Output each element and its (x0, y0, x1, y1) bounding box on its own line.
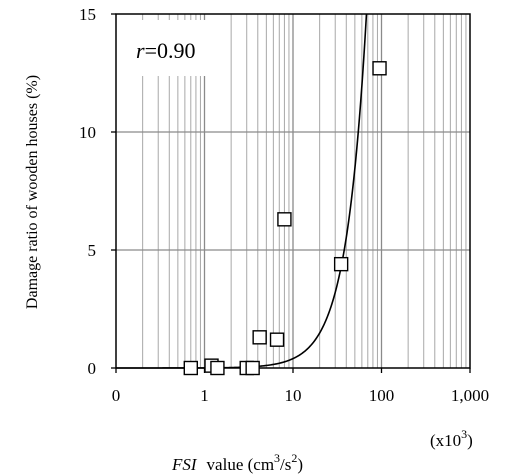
data-point (210, 360, 225, 376)
data-point (277, 212, 292, 227)
x-axis: 0 1 10 100 1,000 (112, 368, 489, 405)
x-title-mid: /s (280, 455, 291, 474)
x-title-end: ) (297, 455, 303, 474)
data-point (245, 360, 260, 376)
y-tick-label: 0 (88, 359, 97, 378)
annotation-box (122, 20, 222, 76)
x-axis-title: FSI value (cm3/s2) (171, 451, 303, 474)
x-title-sup2: 2 (291, 451, 297, 465)
annotation-var: r (136, 38, 145, 63)
x-title-italic: FSI (171, 455, 198, 474)
data-point (252, 330, 267, 345)
annotation-text: r=0.90 (136, 38, 195, 63)
data-point (333, 256, 349, 272)
annotation-value: =0.90 (145, 38, 196, 63)
x-multiplier-end: ) (467, 431, 473, 450)
x-tick-label: 1,000 (451, 386, 489, 405)
x-multiplier-sup: 3 (461, 427, 467, 441)
x-axis-multiplier: (x103) (430, 427, 473, 450)
y-tick-label: 15 (79, 5, 96, 24)
x-tick-label: 100 (369, 386, 395, 405)
y-axis-title: Damage ratio of wooden houses (%) (24, 75, 41, 309)
y-tick-label: 5 (88, 241, 97, 260)
x-tick-label: 0 (112, 386, 121, 405)
data-point (372, 61, 387, 76)
x-title-rest: value (cm (207, 455, 275, 474)
correlation-annotation: r=0.90 (122, 20, 222, 76)
data-points (183, 61, 387, 376)
data-point (183, 360, 198, 376)
data-point (269, 332, 285, 347)
x-tick-label: 10 (285, 386, 302, 405)
y-tick-label: 10 (79, 123, 96, 142)
x-multiplier-base: (x10 (430, 431, 461, 450)
x-title-sup1: 3 (274, 451, 280, 465)
x-tick-label: 1 (200, 386, 209, 405)
y-axis: 0 5 10 15 (79, 5, 116, 378)
